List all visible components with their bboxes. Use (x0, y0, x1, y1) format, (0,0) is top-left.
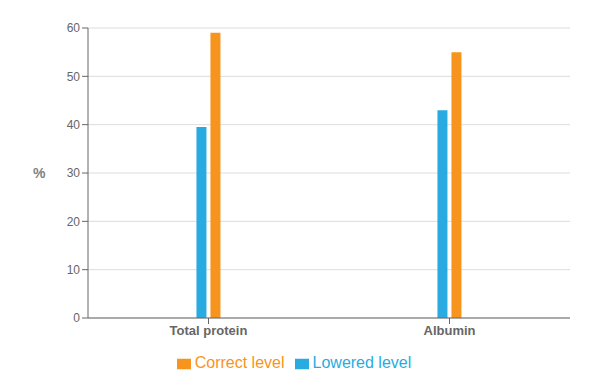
svg-text:30: 30 (67, 166, 81, 180)
svg-text:%: % (33, 165, 46, 181)
html-text:Correct level: Correct level (194, 354, 285, 371)
html-text:Lowered level: Lowered level (312, 354, 412, 371)
svg-text:40: 40 (67, 118, 81, 132)
svg-text:0: 0 (73, 311, 80, 325)
svg-text:60: 60 (67, 21, 81, 35)
svg-text:Total protein: Total protein (170, 323, 248, 338)
svg-text:20: 20 (67, 215, 81, 229)
svg-text:Albumin: Albumin (424, 323, 476, 338)
svg-text:50: 50 (67, 70, 81, 84)
svg-text:10: 10 (67, 263, 81, 277)
